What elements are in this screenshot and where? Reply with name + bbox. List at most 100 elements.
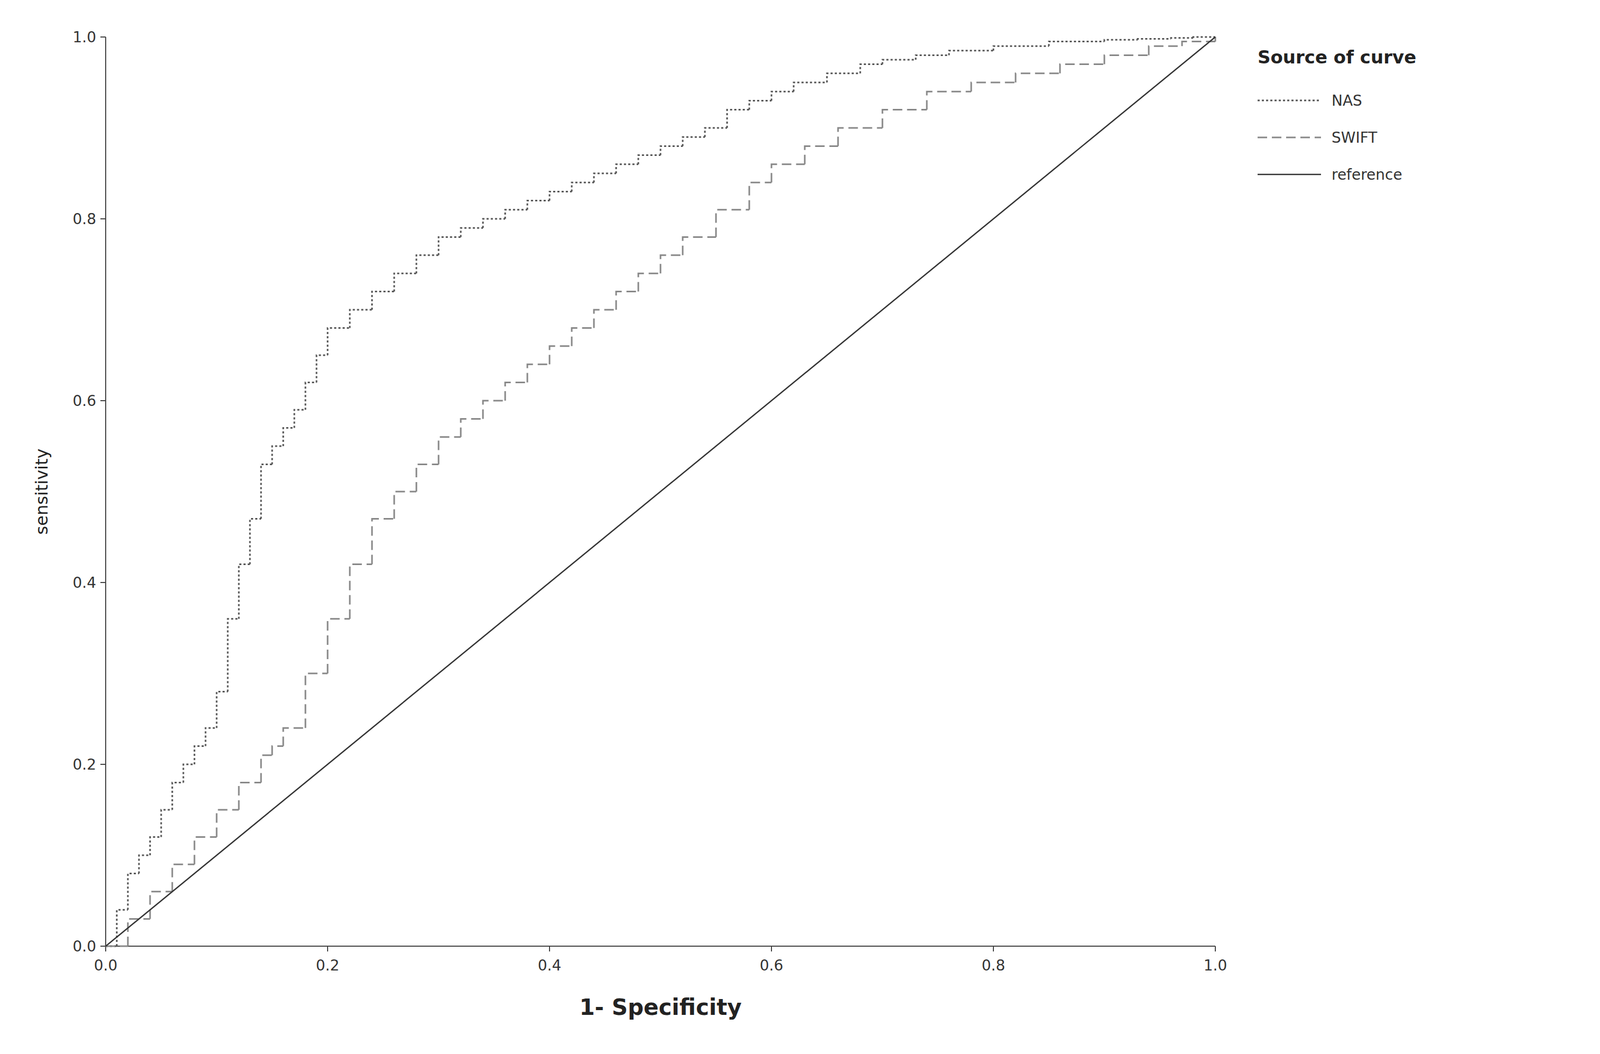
legend-label: NAS [1331, 91, 1363, 110]
chart: 0.00.20.40.60.81.00.00.20.40.60.81.01- S… [0, 0, 1600, 1054]
step-segment [1048, 41, 1105, 47]
step-segment [727, 109, 750, 128]
step-segment [949, 50, 994, 56]
legend: Source of curveNASSWIFTreference [1257, 46, 1417, 184]
step-segment [571, 327, 594, 346]
y-tick-label: 0.2 [72, 755, 97, 774]
step-segment [993, 45, 1049, 51]
step-segment [771, 91, 794, 101]
step-segment [194, 746, 206, 765]
step-segment [150, 891, 173, 919]
step-segment [194, 836, 217, 865]
x-tick [1214, 945, 1216, 952]
y-tick [100, 581, 106, 583]
step-segment [749, 100, 772, 110]
step-segment [593, 173, 617, 183]
step-segment [172, 782, 184, 810]
step-segment [105, 945, 128, 947]
step-segment [460, 418, 483, 437]
step-segment [882, 109, 927, 128]
step-segment [1104, 39, 1138, 42]
step-segment [327, 618, 350, 674]
step-segment [216, 809, 239, 837]
step-segment [227, 618, 239, 692]
y-tick [100, 763, 106, 765]
step-segment [1148, 45, 1183, 55]
x-tick-label: 0.0 [94, 956, 118, 974]
step-segment [826, 73, 861, 83]
y-tick-label: 0.0 [72, 937, 97, 955]
x-tick-label: 0.4 [537, 956, 562, 974]
step-segment [238, 782, 262, 810]
y-tick-label: 0.6 [72, 392, 97, 410]
step-segment [161, 809, 173, 837]
step-segment [638, 155, 661, 165]
step-segment [527, 200, 550, 210]
step-segment [505, 209, 528, 219]
step-segment [660, 255, 683, 274]
step-segment [704, 127, 728, 137]
step-segment [771, 164, 805, 183]
step-segment [316, 355, 328, 383]
step-segment [183, 764, 195, 783]
series [105, 36, 1216, 946]
y-tick [100, 400, 106, 402]
step-segment [305, 673, 328, 728]
step-segment [249, 518, 262, 565]
step-segment [838, 127, 883, 146]
x-tick-label: 1.0 [1203, 956, 1228, 974]
plot-data [105, 36, 1216, 946]
step-segment [394, 273, 417, 292]
y-tick [100, 36, 106, 38]
step-segment [127, 918, 151, 946]
step-segment [549, 191, 572, 201]
x-tick-label: 0.8 [981, 956, 1006, 974]
step-segment [527, 364, 550, 383]
step-segment [571, 182, 594, 192]
step-segment [1170, 38, 1194, 40]
legend-swatch [1257, 136, 1322, 139]
step-segment [616, 291, 639, 310]
step-segment [660, 145, 683, 155]
step-segment [349, 564, 372, 619]
step-segment [1059, 64, 1105, 74]
step-segment [1104, 54, 1149, 64]
y-tick-label: 0.8 [72, 210, 97, 228]
step-segment [482, 400, 506, 419]
legend-swatch [1257, 173, 1322, 176]
x-axis-line [105, 945, 1216, 947]
step-segment [804, 145, 839, 164]
step-segment [915, 54, 950, 60]
step-segment [294, 409, 306, 428]
step-segment [505, 382, 528, 401]
step-segment [116, 909, 128, 946]
x-tick [770, 945, 772, 952]
step-segment [327, 327, 350, 356]
step-segment [261, 755, 273, 783]
step-segment [283, 428, 295, 446]
series [105, 36, 1216, 946]
step-segment [394, 491, 417, 519]
step-segment [238, 564, 250, 619]
step-segment [682, 236, 716, 255]
step-segment [1182, 41, 1216, 47]
step-segment [1193, 36, 1216, 39]
step-segment [371, 291, 395, 310]
step-segment [371, 518, 395, 565]
legend-label: reference [1331, 165, 1403, 184]
step-segment [860, 64, 883, 74]
step-segment [1137, 38, 1171, 40]
step-segment [749, 182, 772, 210]
step-segment [205, 727, 217, 746]
step-segment [971, 82, 1016, 92]
line [105, 36, 1216, 946]
x-tick [549, 945, 551, 952]
axes: 0.00.20.40.60.81.00.00.20.40.60.81.0 [72, 28, 1227, 974]
step-segment [438, 436, 461, 465]
x-tick [327, 945, 329, 952]
step-segment [616, 164, 639, 174]
step-segment [682, 136, 705, 146]
y-tick-label: 1.0 [72, 28, 97, 46]
step-segment [482, 218, 506, 228]
y-axis-line [105, 36, 107, 946]
